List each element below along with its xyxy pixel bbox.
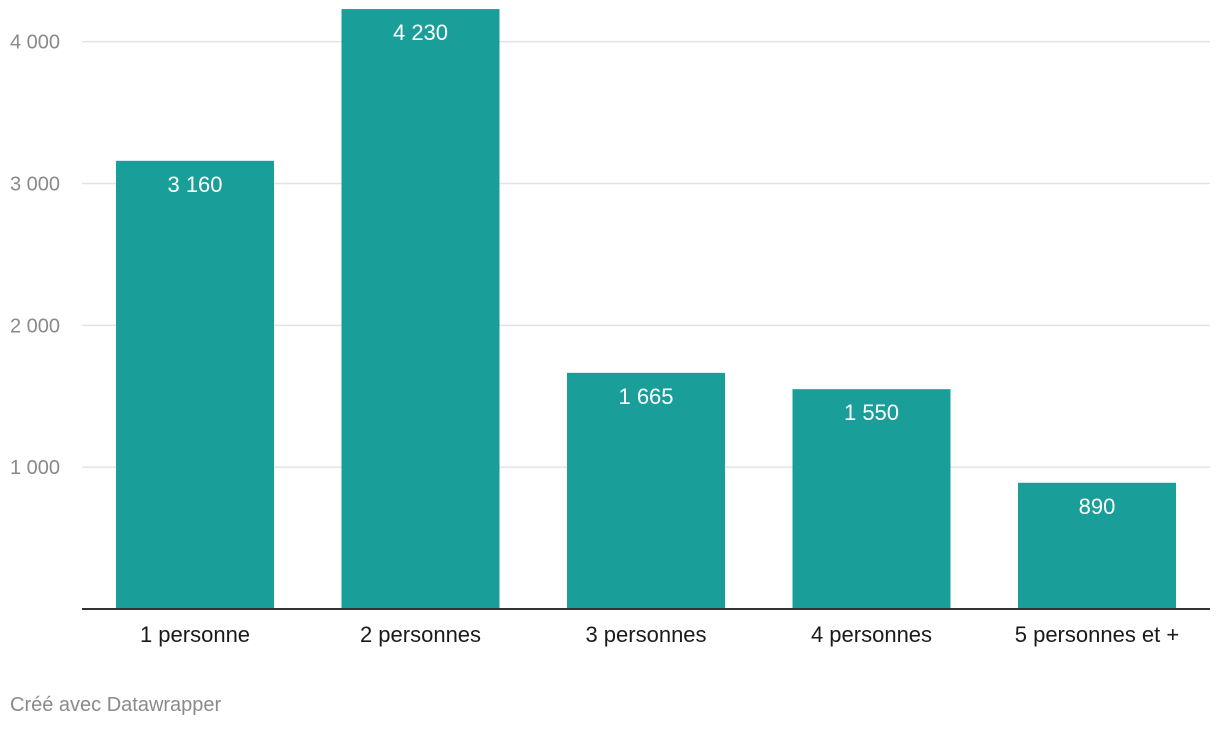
bar [1018, 482, 1176, 609]
bar-value-label: 890 [1079, 494, 1116, 519]
y-tick-label: 2 000 [10, 315, 60, 337]
x-axis-category-labels: 1 personne 2 personnes 3 personnes 4 person… [140, 622, 1179, 647]
x-category-label: 2 personnes [360, 622, 481, 647]
bars [116, 9, 1176, 610]
bar [567, 372, 725, 609]
bar [341, 9, 500, 610]
bar-value-label: 1 665 [618, 384, 673, 409]
x-category-label: 5 personnes et + [1015, 622, 1180, 647]
bar-value-labels: 3 160 4 230 1 665 1 550 890 [167, 20, 1115, 519]
y-tick-label: 3 000 [10, 174, 60, 196]
bar [792, 389, 951, 609]
bar-value-label: 1 550 [844, 400, 899, 425]
y-axis-tick-labels: 1 000 2 000 3 000 4 000 [10, 32, 60, 479]
bar-value-label: 3 160 [167, 172, 222, 197]
bar [116, 160, 274, 609]
x-category-label: 4 personnes [811, 622, 932, 647]
credit-text: Créé avec Datawrapper [10, 694, 222, 716]
x-category-label: 3 personnes [585, 622, 706, 647]
y-tick-label: 4 000 [10, 32, 60, 54]
y-tick-label: 1 000 [10, 457, 60, 479]
bar-value-label: 4 230 [393, 20, 448, 45]
x-category-label: 1 personne [140, 622, 250, 647]
